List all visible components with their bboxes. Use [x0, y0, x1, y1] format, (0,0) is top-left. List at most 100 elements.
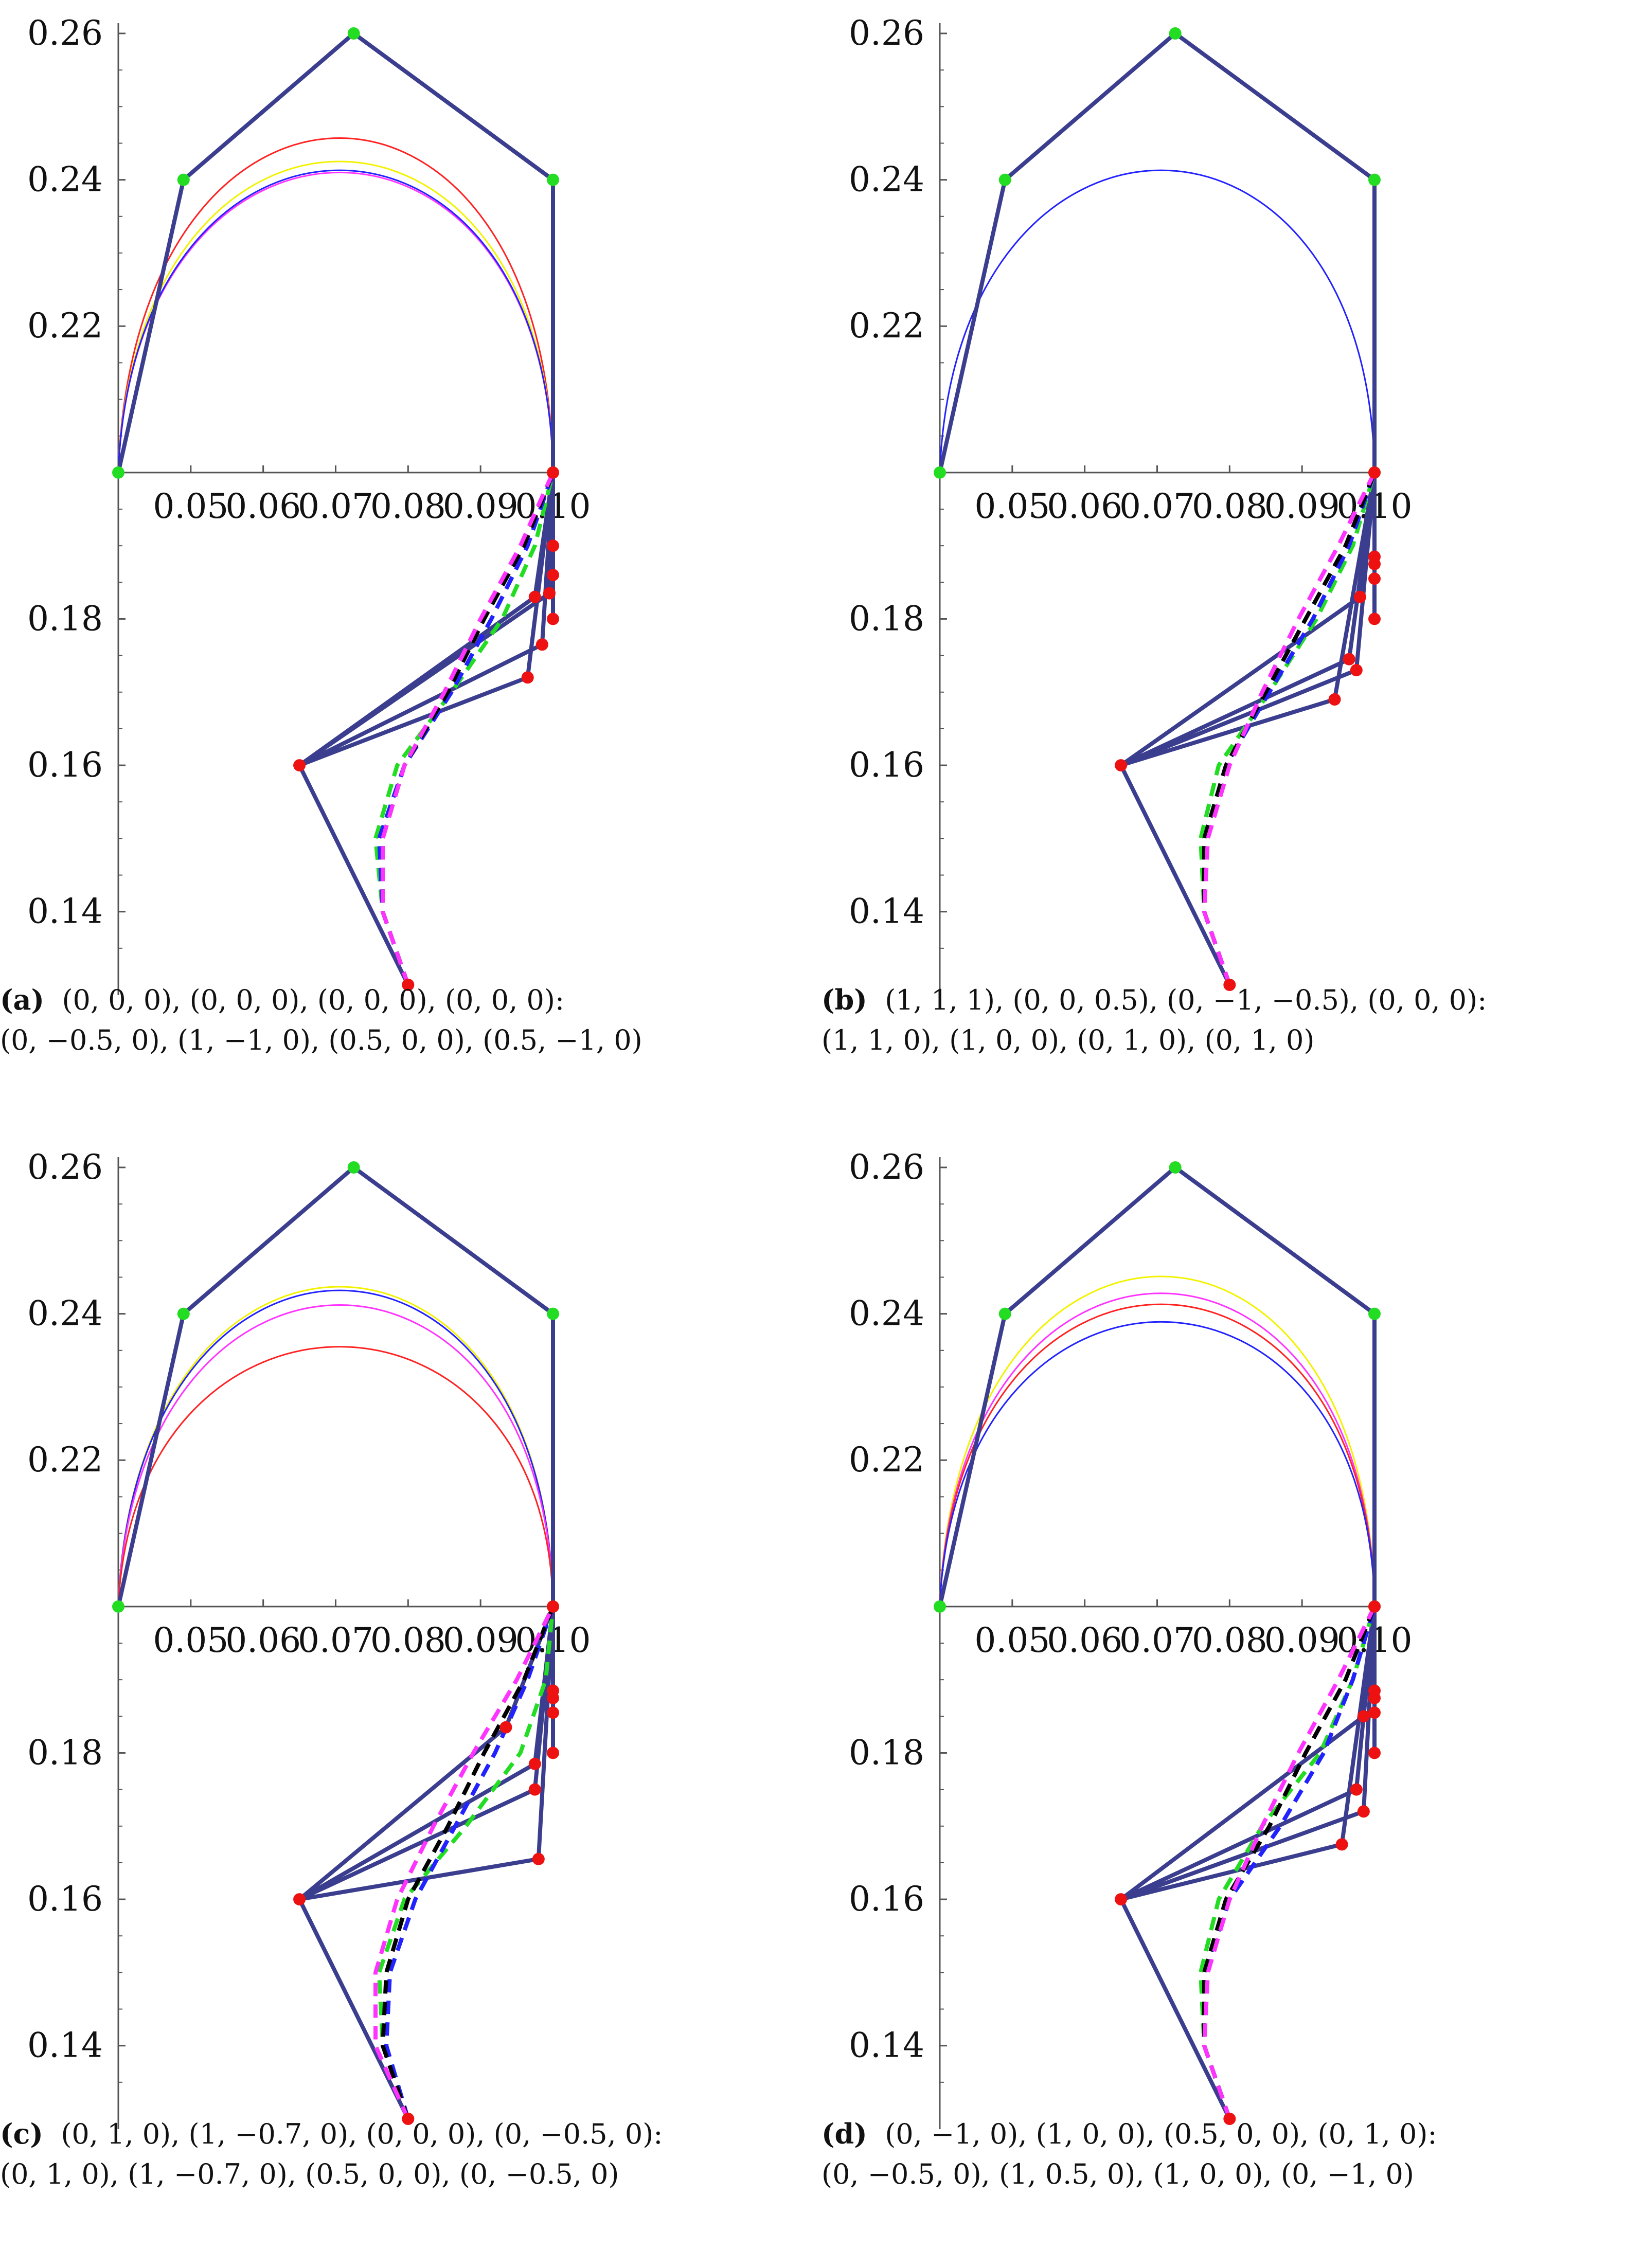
lower-control-point — [402, 2113, 415, 2125]
y-tick-label: 0.18 — [27, 1733, 103, 1772]
y-tick-label: 0.14 — [849, 2026, 924, 2065]
lower-control-point — [1368, 466, 1381, 479]
y-tick-label: 0.18 — [849, 1733, 924, 1772]
chart-b: 0.14 0.16 0.18 0.22 0.24 0.26 0.050.060.070.08… — [849, 13, 1412, 995]
y-tick-label: 0.24 — [849, 1294, 924, 1334]
x-tick-label: 0.08 — [1192, 1621, 1267, 1660]
x-tick-label: 0.06 — [1047, 487, 1122, 526]
upper-curve-blue — [117, 169, 554, 473]
chart-a: 0.14 0.16 0.18 0.22 0.24 0.26 0.050.060.070.08… — [27, 13, 591, 995]
caption-c: (c) (0, 1, 0), (1, −0.7, 0), (0, 0, 0), … — [0, 2114, 822, 2194]
y-tick-label: 0.22 — [849, 306, 924, 346]
upper-control-point — [1169, 27, 1182, 40]
upper-curve-yellow — [117, 1286, 554, 1607]
lower-control-point — [1368, 1706, 1381, 1719]
y-tick-label: 0.26 — [849, 1147, 924, 1187]
chart-d: 0.14 0.16 0.18 0.22 0.24 0.26 0.050.060.070.08… — [849, 1147, 1412, 2129]
lower-control-point — [547, 1706, 559, 1719]
upper-control-point — [547, 1307, 559, 1320]
y-tick-label: 0.18 — [849, 599, 924, 638]
y-tick-label: 0.26 — [27, 1147, 103, 1187]
lower-control-point — [1115, 1893, 1128, 1906]
lower-control-point — [1357, 1710, 1370, 1723]
caption-line-2: (0, 1, 0), (1, −0.7, 0), (0.5, 0, 0), (0… — [0, 2158, 619, 2190]
upper-curve-magenta — [117, 172, 554, 473]
y-tick-label: 0.14 — [27, 2026, 103, 2065]
upper-curve-magenta — [939, 1292, 1376, 1607]
panel-label: (d) — [822, 2117, 867, 2150]
lower-control-point — [1368, 1747, 1381, 1759]
caption-line-2: (1, 1, 0), (1, 0, 0), (0, 1, 0), (0, 1, … — [822, 1024, 1315, 1056]
lower-curve-blue — [384, 1606, 555, 2120]
x-tick-label: 0.08 — [370, 487, 446, 526]
upper-curve-blue — [117, 1289, 554, 1607]
caption-line-1: (0, −1, 0), (1, 0, 0), (0.5, 0, 0), (0, … — [885, 2118, 1437, 2150]
lower-control-point — [532, 1852, 545, 1865]
x-tick-label: 0.05 — [974, 1621, 1050, 1660]
upper-curve-red — [117, 1346, 554, 1607]
upper-control-point — [547, 173, 559, 186]
upper-control-point — [1169, 1161, 1182, 1174]
upper-control-point — [1368, 1307, 1381, 1320]
y-tick-label: 0.24 — [27, 160, 103, 200]
lower-control-point — [1115, 759, 1128, 772]
lower-curve-black — [381, 1606, 555, 2120]
lower-control-point — [1350, 1783, 1363, 1796]
y-tick-label: 0.26 — [27, 13, 103, 53]
x-tick-label: 0.05 — [153, 487, 228, 526]
lower-curve-magenta — [381, 472, 555, 986]
lower-control-point — [1357, 1805, 1370, 1818]
lower-polygon-edge — [297, 764, 410, 986]
upper-curve-red — [117, 137, 554, 473]
x-tick-label: 0.05 — [153, 1621, 228, 1660]
upper-curve-yellow — [939, 1275, 1376, 1607]
x-tick-label: 0.09 — [1264, 1621, 1340, 1660]
chart-c: 0.14 0.16 0.18 0.22 0.24 0.26 0.050.060.070.08… — [27, 1147, 591, 2129]
lower-control-point — [1343, 653, 1355, 665]
upper-curve-magenta — [117, 1304, 554, 1607]
lower-control-point — [528, 590, 541, 603]
y-tick-label: 0.14 — [849, 892, 924, 931]
lower-control-point — [1368, 1600, 1381, 1613]
panel-a: 0.14 0.16 0.18 0.22 0.24 0.26 0.05 0.06 0.07 0.08… — [0, 0, 822, 1134]
lower-curve-magenta — [373, 1606, 555, 2120]
y-tick-label: 0.16 — [849, 745, 924, 785]
y-tick-label: 0.16 — [27, 1879, 103, 1919]
caption-line-2: (0, −0.5, 0), (1, 0.5, 0), (1, 0, 0), (0… — [822, 2158, 1414, 2190]
lower-control-point — [293, 759, 306, 772]
lower-control-point — [1328, 693, 1341, 706]
lower-control-point — [528, 1783, 541, 1796]
lower-control-point — [1223, 2113, 1236, 2125]
upper-control-point — [1368, 173, 1381, 186]
lower-curve-magenta — [1202, 1606, 1377, 2120]
lower-control-point — [547, 539, 559, 552]
upper-curve-blue — [939, 1321, 1376, 1607]
lower-control-point — [1368, 1684, 1381, 1697]
panel-label: (b) — [822, 983, 867, 1016]
x-tick-label: 0.07 — [1119, 1621, 1195, 1660]
lower-control-point — [547, 1684, 559, 1697]
lower-control-point — [1223, 979, 1236, 991]
lower-control-point — [293, 1893, 306, 1906]
panel-label: (a) — [0, 983, 45, 1016]
upper-curve-yellow — [117, 160, 554, 473]
upper-control-point — [998, 1307, 1011, 1320]
y-tick-label: 0.18 — [27, 599, 103, 638]
upper-control-point — [347, 1161, 360, 1174]
caption-a: (a) (0, 0, 0), (0, 0, 0), (0, 0, 0), (0,… — [0, 980, 822, 1060]
upper-control-point — [177, 173, 190, 186]
caption-line-2: (0, −0.5, 0), (1, −1, 0), (0.5, 0, 0), (… — [0, 1024, 642, 1056]
lower-curve-blue — [1202, 472, 1377, 986]
x-tick-label: 0.06 — [225, 487, 301, 526]
lower-control-point — [402, 979, 415, 991]
upper-control-point — [934, 1600, 946, 1613]
y-tick-label: 0.24 — [27, 1294, 103, 1334]
x-tick-label: 0.07 — [298, 487, 373, 526]
lower-control-point — [499, 1721, 512, 1734]
x-tick-label: 0.09 — [443, 487, 519, 526]
y-tick-label: 0.22 — [27, 306, 103, 346]
caption-d: (d) (0, −1, 0), (1, 0, 0), (0.5, 0, 0), … — [822, 2114, 1643, 2194]
upper-curve-red — [939, 1303, 1376, 1607]
panel-label: (c) — [0, 2117, 43, 2150]
x-tick-label: 0.07 — [1119, 487, 1195, 526]
